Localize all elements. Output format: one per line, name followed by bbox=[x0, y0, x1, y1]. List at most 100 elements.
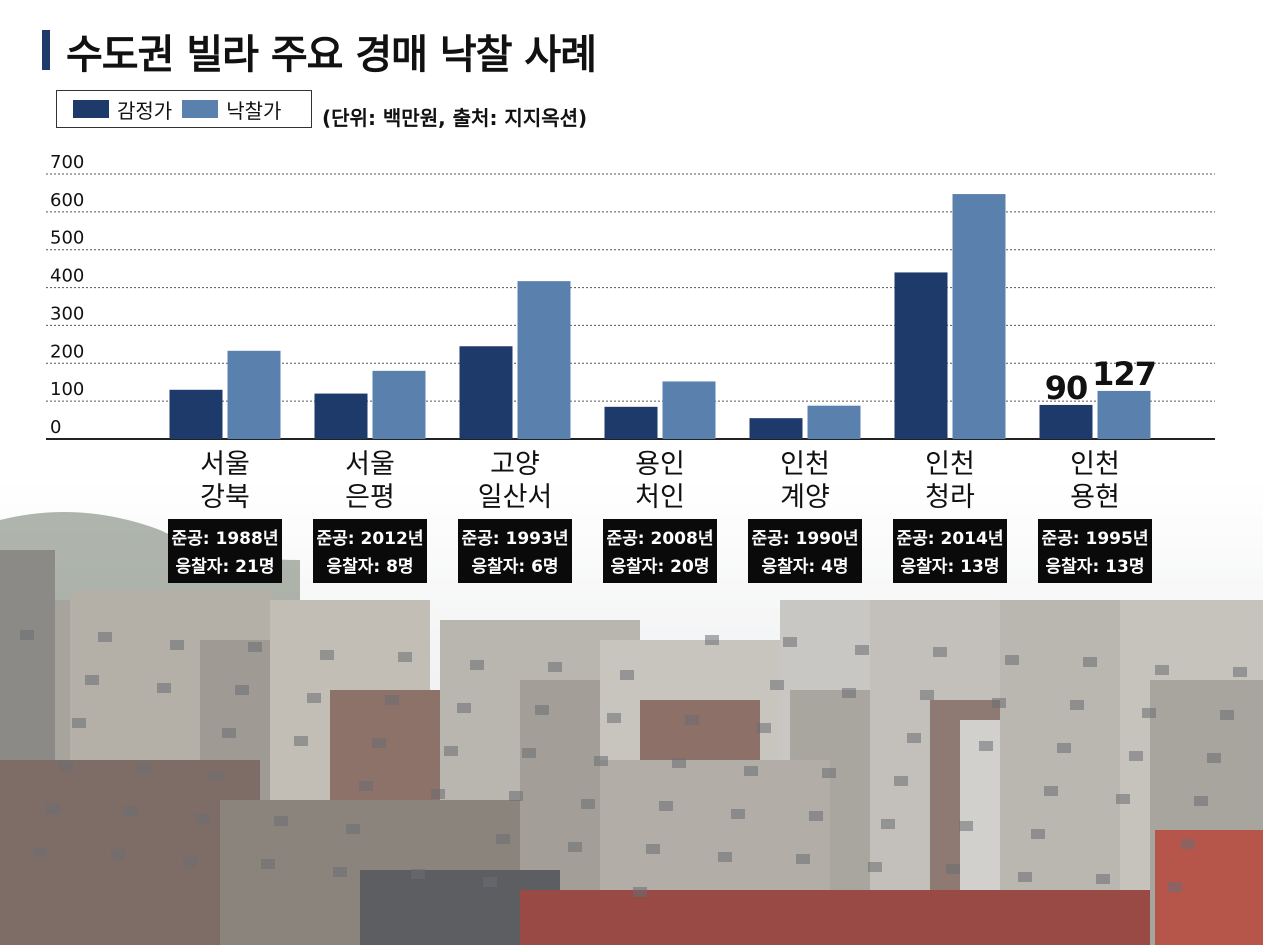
info-text-1-0: 준공: 2012년 bbox=[317, 529, 424, 549]
window-57 bbox=[509, 791, 523, 801]
window-81 bbox=[137, 763, 151, 773]
window-54 bbox=[98, 632, 112, 642]
y-tick-label-400: 400 bbox=[50, 266, 84, 287]
window-41 bbox=[757, 723, 771, 733]
info-box-6 bbox=[1038, 519, 1152, 583]
legend-swatch-appraisal bbox=[73, 100, 109, 118]
bar-appraisal-0 bbox=[169, 389, 223, 439]
window-69 bbox=[933, 647, 947, 657]
info-text-1-1: 응찰자: 8명 bbox=[326, 557, 413, 577]
y-tick-label-300: 300 bbox=[50, 303, 84, 324]
window-71 bbox=[1207, 753, 1221, 763]
window-3 bbox=[431, 789, 445, 799]
window-67 bbox=[659, 801, 673, 811]
chart-title: 수도권 빌라 주요 경매 낙찰 사례 bbox=[66, 32, 597, 78]
window-10 bbox=[170, 640, 184, 650]
window-4 bbox=[568, 842, 582, 852]
bar-winning-bid-5 bbox=[952, 194, 1006, 439]
x-label-2-1: 일산서 bbox=[478, 482, 553, 513]
window-15 bbox=[855, 645, 869, 655]
info-text-6-0: 준공: 1995년 bbox=[1042, 529, 1149, 549]
data-labels: 90 127 bbox=[1045, 355, 1157, 407]
y-tick-label-0: 0 bbox=[50, 417, 61, 438]
bar-winning-bid-1 bbox=[372, 370, 426, 439]
window-9 bbox=[33, 847, 47, 857]
window-64 bbox=[248, 642, 262, 652]
x-label-1-1: 은평 bbox=[345, 482, 395, 513]
y-tick-label-700: 700 bbox=[50, 152, 84, 173]
x-label-3-0: 용인 bbox=[635, 449, 685, 480]
window-48 bbox=[496, 834, 510, 844]
window-7 bbox=[979, 741, 993, 751]
window-34 bbox=[1018, 872, 1032, 882]
window-17 bbox=[1129, 751, 1143, 761]
data-label-0: 90 bbox=[1045, 369, 1088, 407]
bar-appraisal-2 bbox=[459, 346, 513, 439]
x-label-6-0: 인천 bbox=[1070, 449, 1120, 480]
window-33 bbox=[881, 819, 895, 829]
bar-winning-bid-6 bbox=[1097, 390, 1151, 439]
y-axis-ticks: 0 100 200 300 400 500 600 700 bbox=[50, 152, 84, 438]
window-46 bbox=[222, 728, 236, 738]
window-84 bbox=[548, 662, 562, 672]
window-40 bbox=[620, 670, 634, 680]
x-label-5-0: 인천 bbox=[925, 449, 975, 480]
building-15 bbox=[1000, 600, 1140, 945]
building-21 bbox=[520, 890, 1150, 945]
info-box-5 bbox=[893, 519, 1007, 583]
window-22 bbox=[594, 756, 608, 766]
bar-appraisal-5 bbox=[894, 272, 948, 439]
window-29 bbox=[333, 867, 347, 877]
window-36 bbox=[72, 718, 86, 728]
info-box-1 bbox=[313, 519, 427, 583]
window-50 bbox=[770, 680, 784, 690]
legend-label-winning-bid: 낙찰가 bbox=[226, 98, 282, 123]
building-23 bbox=[600, 760, 830, 890]
window-70 bbox=[1070, 700, 1084, 710]
info-text-3-0: 준공: 2008년 bbox=[607, 529, 714, 549]
window-23 bbox=[731, 809, 745, 819]
window-63 bbox=[111, 849, 125, 859]
window-86 bbox=[822, 768, 836, 778]
info-box-4 bbox=[748, 519, 862, 583]
window-31 bbox=[607, 713, 621, 723]
bars bbox=[169, 194, 1151, 439]
window-19 bbox=[183, 857, 197, 867]
window-77 bbox=[809, 811, 823, 821]
info-box-0 bbox=[168, 519, 282, 583]
window-43 bbox=[1031, 829, 1045, 839]
bar-appraisal-4 bbox=[749, 418, 803, 439]
window-87 bbox=[959, 821, 973, 831]
info-text-6-1: 응찰자: 13명 bbox=[1046, 557, 1145, 577]
window-80 bbox=[1220, 710, 1234, 720]
legend-label-appraisal: 감정가 bbox=[117, 98, 173, 123]
info-text-5-1: 응찰자: 13명 bbox=[901, 557, 1000, 577]
info-text-5-0: 준공: 2014년 bbox=[897, 529, 1004, 549]
window-16 bbox=[992, 698, 1006, 708]
window-85 bbox=[685, 715, 699, 725]
bar-winning-bid-3 bbox=[662, 381, 716, 439]
window-5 bbox=[705, 635, 719, 645]
window-6 bbox=[842, 688, 856, 698]
bar-appraisal-1 bbox=[314, 393, 368, 439]
window-14 bbox=[718, 852, 732, 862]
info-text-2-0: 준공: 1993년 bbox=[462, 529, 569, 549]
window-28 bbox=[196, 814, 210, 824]
x-label-4-0: 인천 bbox=[780, 449, 830, 480]
window-75 bbox=[535, 705, 549, 715]
window-8 bbox=[1116, 794, 1130, 804]
x-label-6-1: 용현 bbox=[1070, 482, 1120, 513]
window-61 bbox=[1057, 743, 1071, 753]
x-label-4-1: 계양 bbox=[780, 482, 830, 513]
window-78 bbox=[946, 864, 960, 874]
info-text-3-1: 응찰자: 20명 bbox=[611, 557, 710, 577]
window-47 bbox=[359, 781, 373, 791]
window-74 bbox=[398, 652, 412, 662]
window-83 bbox=[411, 869, 425, 879]
window-30 bbox=[470, 660, 484, 670]
window-72 bbox=[124, 806, 138, 816]
window-38 bbox=[346, 824, 360, 834]
info-box-2 bbox=[458, 519, 572, 583]
